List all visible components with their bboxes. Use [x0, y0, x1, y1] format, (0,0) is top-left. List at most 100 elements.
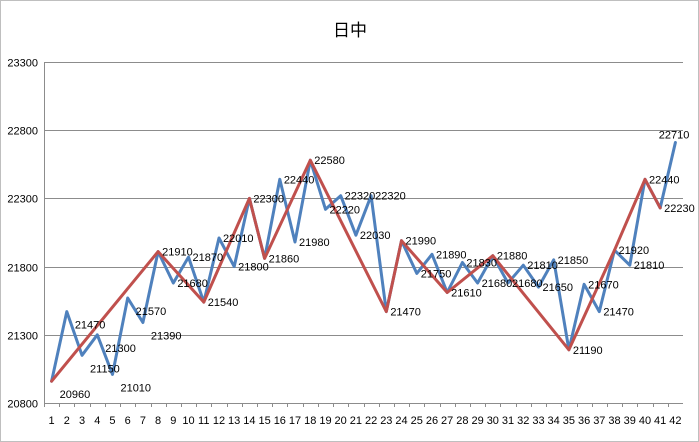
data-label: 21680 [177, 278, 208, 290]
data-label: 21610 [451, 288, 482, 300]
data-label: 21150 [90, 363, 120, 375]
data-label: 22580 [314, 155, 345, 167]
x-tick-label: 31 [502, 415, 514, 427]
y-tick-label: 23300 [7, 58, 38, 70]
y-tick-label: 21800 [7, 263, 38, 275]
x-tick-label: 17 [289, 415, 301, 427]
x-tick-label: 42 [669, 415, 681, 427]
x-tick-label: 4 [94, 415, 100, 427]
data-label: 21680 [512, 278, 543, 290]
y-tick-label: 21300 [7, 331, 38, 343]
data-label: 21300 [105, 343, 136, 355]
data-label: 21670 [588, 279, 619, 291]
series-lines [50, 141, 677, 383]
x-tick-label: 7 [140, 415, 146, 427]
chart-title: 日中 [333, 21, 367, 41]
data-label: 22320 [375, 191, 406, 203]
x-tick-label: 33 [532, 415, 544, 427]
x-tick-label: 18 [304, 415, 316, 427]
x-tick-label: 38 [608, 415, 620, 427]
x-tick-label: 8 [155, 415, 161, 427]
x-tick-label: 37 [593, 415, 605, 427]
data-label: 21810 [527, 260, 558, 272]
data-label: 20960 [60, 389, 91, 401]
data-label: 21470 [603, 307, 634, 319]
x-tick-label: 19 [319, 415, 331, 427]
data-label: 21880 [497, 251, 528, 263]
x-tick-label: 24 [395, 415, 407, 427]
data-label: 21830 [466, 258, 497, 270]
data-label: 21470 [390, 307, 421, 319]
y-tick-label: 22300 [7, 194, 38, 206]
x-tick-label: 32 [517, 415, 529, 427]
data-label: 22440 [649, 174, 680, 186]
series-line-price [50, 141, 677, 383]
data-label: 21920 [619, 245, 650, 257]
data-label: 21190 [573, 345, 603, 357]
x-tick-label: 16 [274, 415, 286, 427]
x-tick-label: 30 [487, 415, 499, 427]
y-tick-label: 20800 [7, 399, 38, 411]
x-tick-label: 5 [109, 415, 115, 427]
x-tick-label: 2 [64, 415, 70, 427]
data-label: 22030 [360, 230, 391, 242]
x-tick-label: 28 [456, 415, 468, 427]
x-axis-ticks: 1 2 3 4 5 6 7 8 9 10 11 12 13 14 15 16 17 18 19 20 21 22 23 24 2… [44, 403, 682, 427]
data-label: 21980 [299, 237, 330, 249]
x-tick-label: 36 [578, 415, 590, 427]
data-label: 22320 [345, 191, 376, 203]
x-tick-label: 23 [380, 415, 392, 427]
x-tick-label: 21 [350, 415, 362, 427]
data-label: 22710 [659, 129, 690, 141]
data-label: 22010 [223, 233, 254, 245]
y-tick-label: 22800 [7, 126, 38, 138]
data-label: 21810 [634, 260, 665, 272]
data-label: 21540 [208, 297, 239, 309]
x-tick-label: 27 [441, 415, 453, 427]
data-label: 22440 [284, 174, 315, 186]
data-label: 22300 [253, 193, 284, 205]
data-labels: 20960 21470 21150 21300 21010 21570 21390 21910… [60, 129, 695, 401]
x-tick-label: 40 [639, 415, 651, 427]
data-label: 21910 [162, 247, 193, 259]
x-tick-label: 11 [198, 415, 209, 427]
data-label: 21870 [193, 252, 224, 264]
y-axis-ticks: 23300 22800 22300 21800 21300 20800 [7, 58, 38, 411]
gridlines [44, 62, 683, 404]
data-label: 21990 [406, 236, 437, 248]
data-label: 21010 [120, 382, 151, 394]
x-tick-label: 9 [170, 415, 176, 427]
data-label: 22230 [664, 203, 695, 215]
x-tick-label: 41 [654, 415, 666, 427]
data-label: 21860 [269, 253, 300, 265]
data-label: 21650 [542, 282, 573, 294]
data-label: 21890 [436, 249, 467, 261]
x-tick-label: 12 [213, 415, 225, 427]
data-label: 21390 [151, 331, 182, 343]
x-tick-label: 22 [365, 415, 377, 427]
data-label: 22220 [329, 204, 360, 216]
x-tick-label: 20 [335, 415, 347, 427]
x-tick-label: 14 [243, 415, 255, 427]
data-label: 21470 [75, 320, 106, 332]
x-tick-label: 10 [182, 415, 194, 427]
data-label: 21750 [421, 268, 452, 280]
x-tick-label: 29 [471, 415, 483, 427]
data-label: 21800 [238, 262, 269, 274]
x-tick-label: 15 [258, 415, 270, 427]
data-label: 21570 [136, 306, 167, 318]
x-tick-label: 1 [49, 415, 55, 427]
x-tick-label: 25 [411, 415, 423, 427]
x-tick-label: 35 [563, 415, 575, 427]
x-tick-label: 26 [426, 415, 438, 427]
data-label: 21680 [482, 278, 513, 290]
x-tick-label: 34 [548, 415, 560, 427]
x-tick-label: 13 [228, 415, 240, 427]
x-tick-label: 3 [79, 415, 85, 427]
data-label: 21850 [558, 255, 589, 267]
series-line-trend [50, 158, 662, 383]
x-tick-label: 39 [624, 415, 636, 427]
x-tick-label: 6 [125, 415, 131, 427]
